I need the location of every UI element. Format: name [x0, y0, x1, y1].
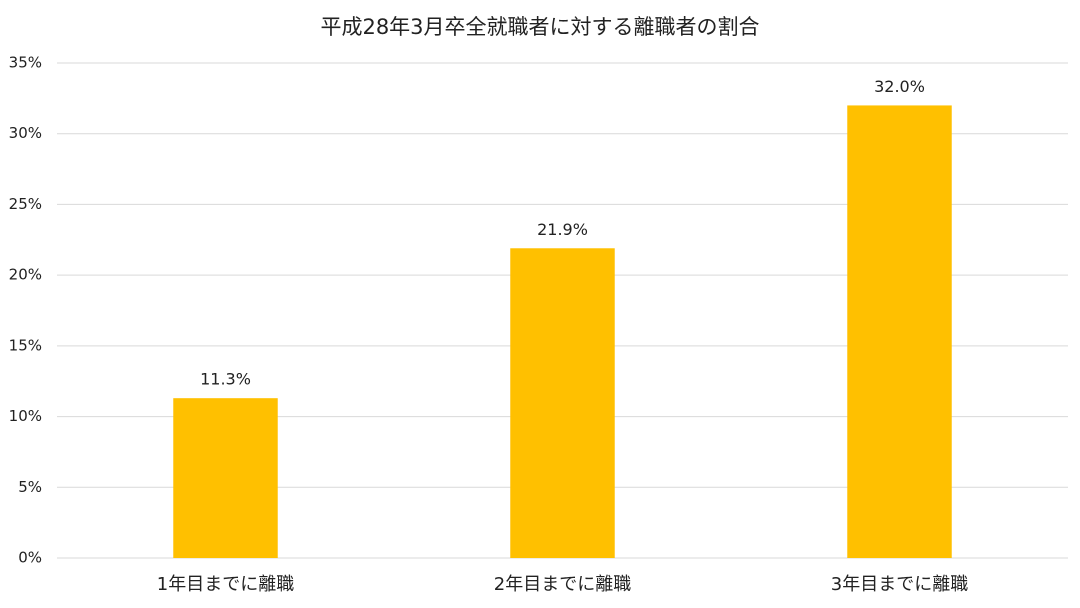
y-tick-label: 15% [9, 336, 42, 354]
y-tick-label: 25% [9, 195, 42, 213]
chart-title: 平成28年3月卒全就職者に対する離職者の割合 [320, 15, 759, 39]
data-label: 11.3% [200, 370, 251, 389]
y-tick-label: 10% [9, 407, 42, 425]
y-tick-label: 35% [9, 54, 42, 72]
y-tick-label: 30% [9, 124, 42, 142]
x-tick-label: 3年目までに離職 [831, 574, 968, 595]
y-tick-label: 5% [18, 478, 42, 496]
y-tick-label: 0% [18, 549, 42, 567]
bar [173, 398, 278, 558]
data-label: 21.9% [537, 220, 588, 239]
data-label: 32.0% [874, 77, 925, 96]
x-tick-label: 2年目までに離職 [494, 574, 631, 595]
bar [847, 105, 952, 558]
x-tick-label: 1年目までに離職 [157, 574, 294, 595]
y-tick-label: 20% [9, 266, 42, 284]
bar [510, 248, 615, 558]
